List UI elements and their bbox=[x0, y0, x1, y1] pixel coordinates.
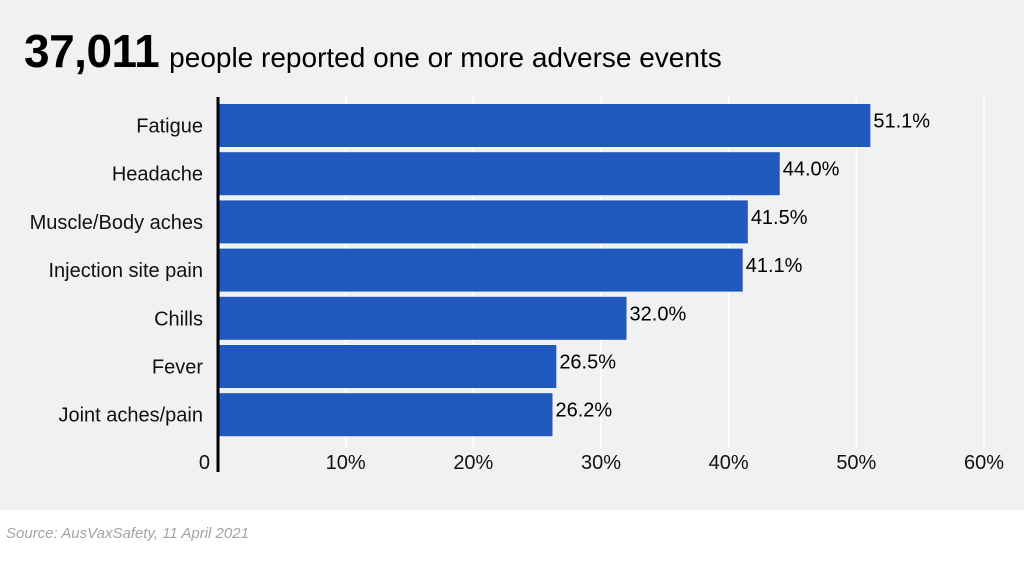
bar bbox=[218, 200, 748, 244]
x-tick-label: 10% bbox=[326, 452, 366, 474]
bar bbox=[218, 345, 557, 388]
x-tick-label: 60% bbox=[964, 452, 1004, 474]
category-label: Fever bbox=[152, 357, 203, 379]
data-label: 32.0% bbox=[630, 303, 687, 325]
category-label: Headache bbox=[112, 164, 203, 186]
data-label: 26.2% bbox=[555, 400, 612, 422]
x-tick-label: 0 bbox=[199, 452, 210, 474]
data-label: 51.1% bbox=[873, 111, 930, 133]
category-label: Fatigue bbox=[136, 116, 203, 138]
data-label: 26.5% bbox=[559, 352, 616, 374]
bar bbox=[218, 152, 780, 196]
category-label: Injection site pain bbox=[48, 260, 203, 282]
headline-number: 37,011 bbox=[24, 25, 160, 77]
x-tick-label: 50% bbox=[836, 452, 876, 474]
x-tick-label: 20% bbox=[453, 452, 493, 474]
category-label: Joint aches/pain bbox=[58, 405, 203, 427]
bar bbox=[218, 104, 871, 147]
source-note: Source: AusVaxSafety, 11 April 2021 bbox=[6, 525, 249, 542]
headline-text: people reported one or more adverse even… bbox=[169, 42, 722, 73]
x-tick-label: 30% bbox=[581, 452, 621, 474]
bar bbox=[218, 248, 743, 292]
data-label: 41.5% bbox=[751, 207, 808, 229]
data-label: 41.1% bbox=[746, 255, 803, 277]
headline: 37,011 people reported one or more advers… bbox=[24, 24, 722, 78]
category-label: Muscle/Body aches bbox=[30, 212, 203, 234]
data-label: 44.0% bbox=[783, 159, 840, 181]
category-label: Chills bbox=[154, 308, 203, 330]
bar bbox=[218, 393, 553, 437]
x-tick-label: 40% bbox=[709, 452, 749, 474]
bar-chart: Fatigue 51.1% Headache 44.0% Muscle/Body ach… bbox=[30, 97, 1004, 474]
bar bbox=[218, 296, 627, 340]
